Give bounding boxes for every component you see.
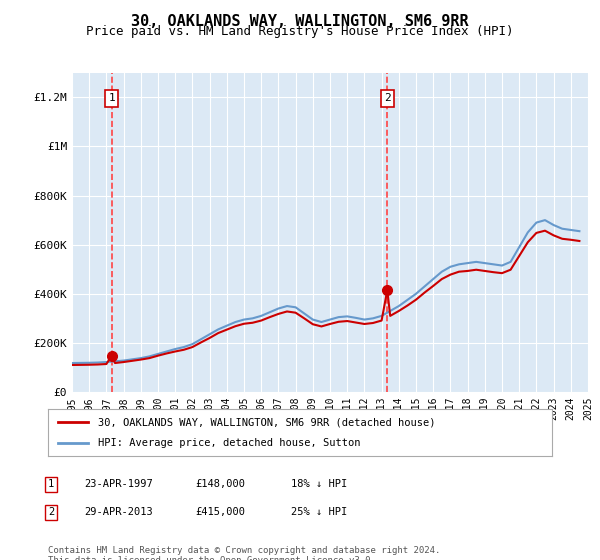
Text: Contains HM Land Registry data © Crown copyright and database right 2024.
This d: Contains HM Land Registry data © Crown c… (48, 546, 440, 560)
Text: £148,000: £148,000 (195, 479, 245, 489)
Text: 2: 2 (384, 94, 391, 104)
Text: Price paid vs. HM Land Registry's House Price Index (HPI): Price paid vs. HM Land Registry's House … (86, 25, 514, 38)
Text: 25% ↓ HPI: 25% ↓ HPI (291, 507, 347, 517)
Text: HPI: Average price, detached house, Sutton: HPI: Average price, detached house, Sutt… (98, 438, 361, 448)
Text: 23-APR-1997: 23-APR-1997 (84, 479, 153, 489)
Text: 2: 2 (48, 507, 54, 517)
Text: 29-APR-2013: 29-APR-2013 (84, 507, 153, 517)
Text: 18% ↓ HPI: 18% ↓ HPI (291, 479, 347, 489)
Text: 30, OAKLANDS WAY, WALLINGTON, SM6 9RR: 30, OAKLANDS WAY, WALLINGTON, SM6 9RR (131, 14, 469, 29)
Text: £415,000: £415,000 (195, 507, 245, 517)
Text: 30, OAKLANDS WAY, WALLINGTON, SM6 9RR (detached house): 30, OAKLANDS WAY, WALLINGTON, SM6 9RR (d… (98, 417, 436, 427)
Text: 1: 1 (109, 94, 115, 104)
Text: 1: 1 (48, 479, 54, 489)
